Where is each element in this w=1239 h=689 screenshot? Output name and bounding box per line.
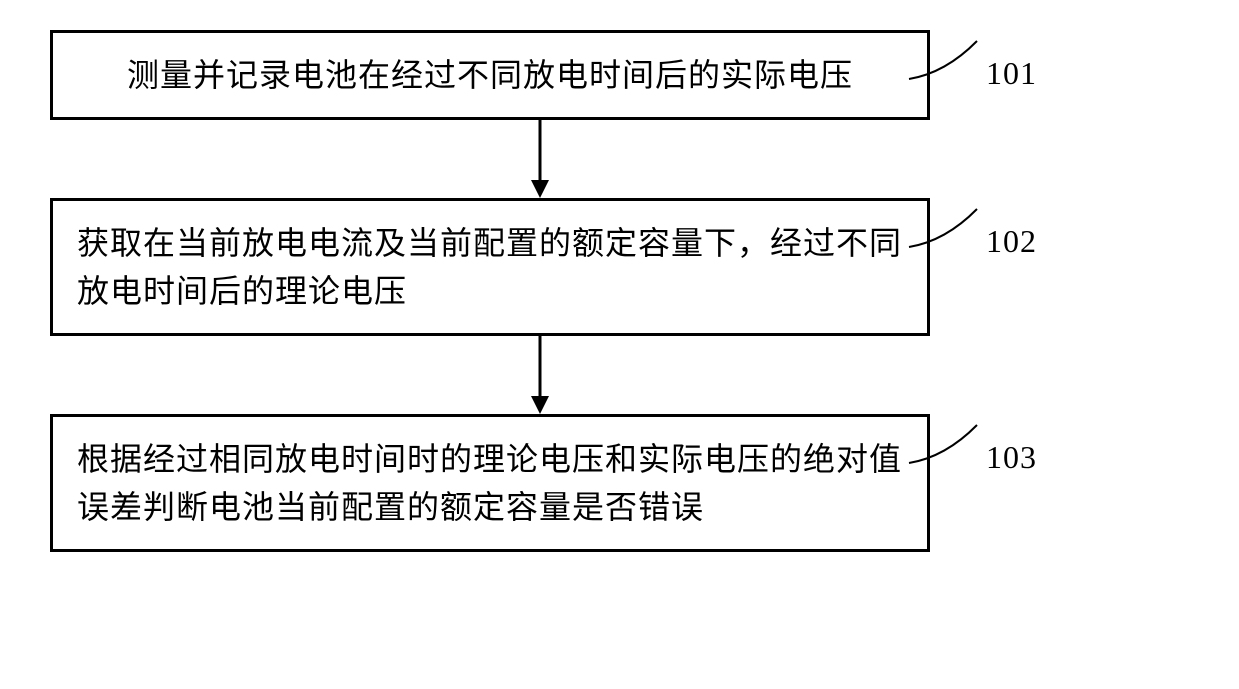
step-103: 根据经过相同放电时间时的理论电压和实际电压的绝对值误差判断电池当前配置的额定容量… bbox=[50, 414, 930, 552]
step-text: 根据经过相同放电时间时的理论电压和实际电压的绝对值误差判断电池当前配置的额定容量… bbox=[77, 441, 902, 525]
flowchart: 测量并记录电池在经过不同放电时间后的实际电压101 获取在当前放电电流及当前配置的… bbox=[50, 30, 1030, 552]
bracket-curve bbox=[907, 423, 985, 471]
bracket-curve bbox=[907, 39, 985, 87]
step-102: 获取在当前放电电流及当前配置的额定容量下，经过不同放电时间后的理论电压102 bbox=[50, 198, 930, 336]
step-text: 测量并记录电池在经过不同放电时间后的实际电压 bbox=[127, 57, 853, 93]
step-text: 获取在当前放电电流及当前配置的额定容量下，经过不同放电时间后的理论电压 bbox=[77, 225, 902, 309]
step-label: 102 bbox=[986, 217, 1037, 265]
bracket-curve bbox=[907, 207, 985, 255]
step-label: 103 bbox=[986, 433, 1037, 481]
step-label: 101 bbox=[986, 49, 1037, 97]
flow-arrow bbox=[50, 336, 1030, 414]
flow-arrow bbox=[50, 120, 1030, 198]
step-101: 测量并记录电池在经过不同放电时间后的实际电压101 bbox=[50, 30, 930, 120]
